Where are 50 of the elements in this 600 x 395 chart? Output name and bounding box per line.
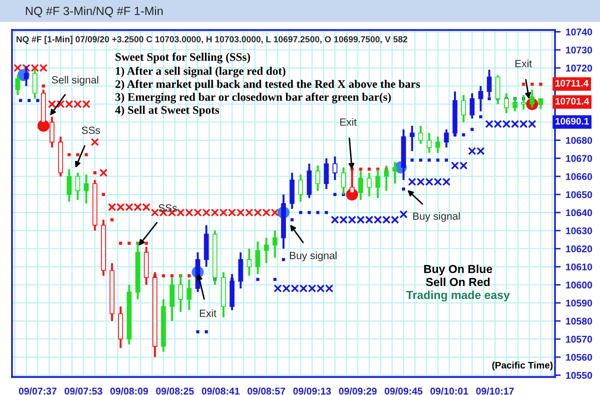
text: 10701.4 xyxy=(556,98,590,105)
y-tick-label: 10630 xyxy=(566,227,592,234)
chart-title: NQ #F 3-Min/NQ #F 1-Min xyxy=(26,6,163,18)
annotation: SSs xyxy=(158,204,177,212)
annotation: 3) Emerging red bar or closedown bar after green bar(s) xyxy=(115,92,391,104)
y-tick-label: 10730 xyxy=(566,46,592,54)
text: NQ #F [1-Min] 07/09/20 +3.2500 C 10703.0000, H 10703.0000, L 10697.2500, O 10699.7500, V 582 xyxy=(16,36,408,44)
text: 10690.1 xyxy=(556,118,589,125)
y-tick-label: 10560 xyxy=(566,354,592,361)
text: 10711.4 xyxy=(556,80,589,87)
x-tick-label: 09/08:25 xyxy=(156,387,194,395)
y-tick-label: 10670 xyxy=(566,155,592,162)
y-tick-label: 10740 xyxy=(566,28,592,36)
y-tick-label: 10660 xyxy=(566,173,592,180)
x-tick-label: 09/10:01 xyxy=(430,387,468,395)
x-tick-label: 09/08:41 xyxy=(202,387,240,395)
x-tick-label: 09/09:13 xyxy=(293,387,331,395)
y-tick-label: 10580 xyxy=(566,318,592,325)
y-tick-label: 10620 xyxy=(566,245,592,252)
annotation: Buy On Blue xyxy=(424,264,492,276)
annotation: Buy signal xyxy=(413,212,460,222)
annotation: 2) After market pull back and tested the Red X above the bars xyxy=(115,80,420,90)
x-tick-label: 09/07:53 xyxy=(64,387,102,395)
x-tick-label: 09/09:29 xyxy=(339,387,377,395)
y-tick-label: 10640 xyxy=(566,209,592,216)
annotation: Buy signal xyxy=(290,252,337,262)
y-tick-label: 10600 xyxy=(566,282,592,288)
y-tick-label: 10650 xyxy=(566,191,592,198)
x-tick-label: 09/08:57 xyxy=(248,387,286,395)
y-tick-label: 10590 xyxy=(566,300,592,307)
y-tick-label: 10570 xyxy=(566,336,592,343)
annotation: Exit xyxy=(515,60,532,68)
annotation: Exit xyxy=(200,309,216,317)
x-tick-label: 09/09:45 xyxy=(384,387,422,395)
x-tick-label: 09/07:37 xyxy=(18,387,56,395)
y-tick-label: 10720 xyxy=(566,64,592,72)
annotation: Sell signal xyxy=(52,76,98,86)
annotation: Exit xyxy=(340,118,357,126)
x-tick-label: 09/08:09 xyxy=(110,387,148,395)
y-tick-label: 10610 xyxy=(566,263,592,270)
annotation: SSs xyxy=(82,126,100,134)
annotation: Sweet Spot for Selling (SSs) xyxy=(116,52,250,64)
x-tick-label: 09/10:17 xyxy=(476,387,514,395)
annotation: (Pacific Time) xyxy=(492,362,553,370)
annotation: Trading made easy xyxy=(406,290,510,302)
annotation: 1) After a sell signal (large red dot) xyxy=(116,66,286,78)
y-tick-label: 10550 xyxy=(566,372,592,379)
y-tick-label: 10680 xyxy=(566,136,592,144)
annotation: Sell On Red xyxy=(426,278,490,286)
annotation: 4) Sell at Sweet Spots xyxy=(115,106,220,116)
